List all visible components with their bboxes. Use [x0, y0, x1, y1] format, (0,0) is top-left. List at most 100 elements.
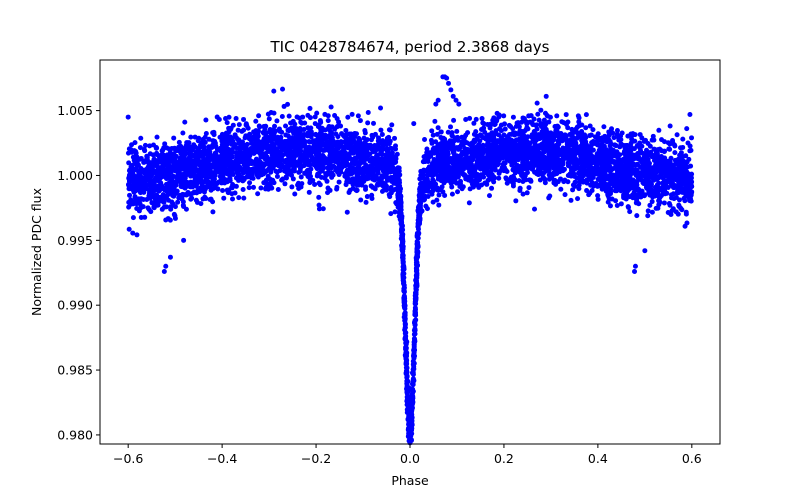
data-point [235, 165, 241, 171]
data-point [164, 157, 170, 163]
data-point [484, 181, 490, 187]
data-point [590, 147, 596, 153]
data-point [190, 167, 196, 173]
data-point [156, 169, 162, 175]
data-point [308, 150, 314, 156]
data-point [235, 158, 241, 164]
data-point [130, 215, 136, 221]
data-point [327, 128, 333, 134]
data-point [520, 115, 526, 121]
data-point [214, 181, 220, 187]
data-point [500, 155, 506, 161]
data-point [629, 136, 635, 142]
data-point [429, 171, 435, 177]
data-point [126, 226, 132, 232]
data-point [240, 178, 246, 184]
data-point [438, 129, 444, 135]
data-point [666, 200, 672, 206]
data-point [180, 177, 186, 183]
data-point [528, 165, 534, 171]
data-point [208, 152, 214, 158]
data-point [247, 158, 253, 164]
data-point [229, 154, 235, 160]
data-point [472, 149, 478, 155]
data-point [385, 168, 391, 174]
data-point [516, 124, 522, 130]
data-point [151, 179, 157, 185]
data-point [469, 181, 475, 187]
data-point [689, 135, 695, 141]
data-point [191, 142, 197, 148]
data-point [673, 159, 679, 165]
data-point [210, 171, 216, 177]
data-point [649, 137, 655, 143]
data-point [307, 115, 313, 121]
data-point [363, 174, 369, 180]
data-point [567, 137, 573, 143]
data-point [607, 203, 613, 209]
data-point [579, 122, 585, 128]
data-point [295, 133, 301, 139]
data-point [302, 120, 308, 126]
data-point [265, 186, 271, 192]
data-point [180, 202, 186, 208]
data-point [290, 137, 296, 143]
data-point [251, 150, 257, 156]
data-point [595, 196, 601, 202]
data-point [384, 137, 390, 143]
data-point [248, 145, 254, 151]
data-point [611, 135, 617, 141]
data-points [125, 74, 695, 446]
data-point [649, 199, 655, 205]
data-point [363, 186, 369, 192]
data-point [142, 179, 148, 185]
data-point [633, 193, 639, 199]
data-point [510, 126, 516, 132]
data-point [151, 205, 157, 211]
data-point [479, 116, 485, 121]
data-point [648, 149, 654, 155]
data-point [268, 179, 274, 185]
data-point [633, 172, 639, 178]
data-point [162, 141, 168, 147]
data-point [480, 120, 486, 126]
data-point [675, 211, 681, 217]
data-point [491, 174, 497, 180]
data-point [198, 201, 204, 207]
data-point [127, 167, 133, 173]
data-point [671, 142, 677, 148]
data-point [183, 206, 189, 212]
data-point [230, 196, 236, 202]
data-point [383, 152, 389, 158]
data-point [542, 138, 548, 144]
data-point [519, 172, 525, 178]
data-point [200, 196, 206, 202]
data-point [435, 154, 441, 160]
data-point [501, 113, 507, 119]
data-point [279, 114, 285, 120]
data-point [686, 156, 692, 162]
data-point [265, 161, 271, 167]
data-point [562, 192, 568, 198]
data-point [295, 182, 301, 188]
data-point [258, 172, 264, 178]
data-point [150, 152, 156, 158]
data-point [622, 148, 628, 154]
data-point [688, 163, 694, 169]
data-point [142, 148, 148, 154]
data-point [127, 171, 133, 177]
data-point [520, 191, 526, 197]
data-point [512, 160, 518, 166]
data-point [298, 127, 304, 133]
data-point [233, 116, 239, 122]
data-point [286, 113, 292, 119]
data-point [551, 180, 557, 186]
data-point [174, 175, 180, 181]
data-point [311, 158, 317, 164]
data-point [305, 159, 311, 165]
data-point [132, 140, 138, 146]
data-point [220, 187, 226, 193]
data-point [368, 137, 374, 143]
data-point [523, 177, 529, 183]
data-point [177, 160, 183, 166]
